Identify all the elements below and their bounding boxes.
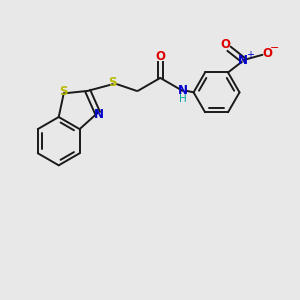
Text: H: H — [179, 94, 187, 104]
Text: O: O — [155, 50, 165, 63]
Text: N: N — [94, 108, 104, 121]
Text: +: + — [246, 50, 254, 60]
Text: N: N — [178, 84, 188, 98]
Text: O: O — [262, 46, 272, 59]
Text: −: − — [270, 43, 279, 53]
Text: N: N — [238, 54, 248, 67]
Text: S: S — [59, 85, 68, 98]
Text: O: O — [220, 38, 230, 51]
Text: S: S — [109, 76, 117, 89]
